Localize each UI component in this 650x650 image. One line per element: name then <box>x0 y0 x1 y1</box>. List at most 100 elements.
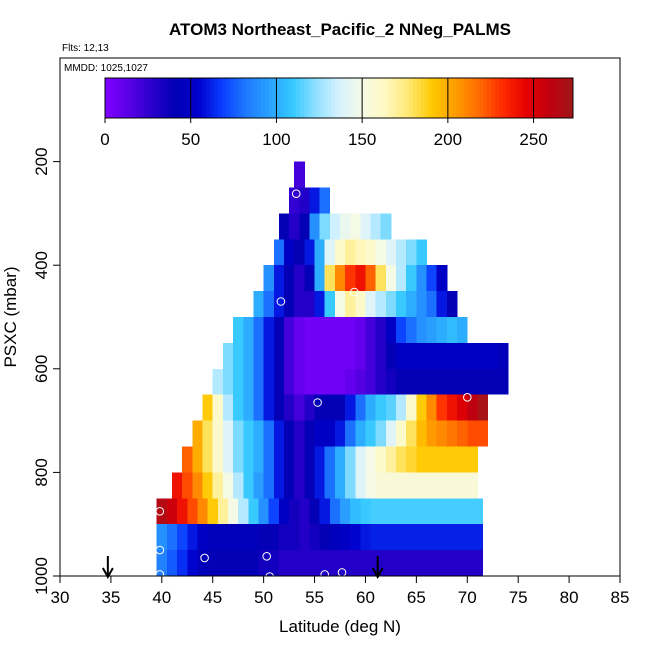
x-tick-label: 30 <box>51 588 70 607</box>
heat-cell <box>375 394 387 421</box>
x-tick-label: 35 <box>101 588 120 607</box>
colorbar-swatch <box>459 78 465 118</box>
heat-cell <box>472 524 483 551</box>
heat-cell <box>284 472 295 499</box>
heat-cell <box>289 187 300 214</box>
heat-cell <box>375 265 387 292</box>
measurement-point <box>155 507 165 516</box>
heat-cell <box>436 265 448 292</box>
x-tick-label: 45 <box>203 588 222 607</box>
heat-cell <box>182 446 193 473</box>
heat-cell <box>299 498 310 525</box>
heat-cell <box>334 239 346 266</box>
heat-cell <box>421 524 433 551</box>
heat-cell <box>340 524 351 551</box>
heat-cell <box>197 524 209 551</box>
heat-cell <box>248 524 259 551</box>
heat-cell <box>355 265 366 292</box>
heat-cell <box>304 291 315 317</box>
heat-cell <box>253 368 265 395</box>
heat-cell <box>426 342 438 369</box>
heat-cell <box>406 368 417 395</box>
heat-cell <box>350 498 361 525</box>
heat-cell <box>452 550 463 576</box>
colorbar-swatch <box>108 78 114 118</box>
heat-cell <box>284 342 295 369</box>
heat-cell <box>441 498 453 525</box>
heat-cell <box>212 446 224 473</box>
heat-cell <box>309 524 321 551</box>
heat-cell <box>370 524 382 551</box>
heat-cell <box>421 550 433 576</box>
colorbar-swatch <box>272 78 277 118</box>
heat-cell <box>212 420 224 447</box>
heat-cell <box>156 524 168 551</box>
colorbar-swatch <box>405 78 410 118</box>
colorbar-swatch <box>147 78 153 118</box>
x-tick-label: 40 <box>152 588 171 607</box>
colorbar-swatch <box>378 78 383 118</box>
heat-cell <box>319 213 331 240</box>
heat-cell <box>385 317 397 343</box>
heat-cell <box>406 420 417 447</box>
heat-cell <box>233 420 244 447</box>
heat-cell <box>309 498 321 525</box>
colorbar-swatch <box>409 78 414 118</box>
heat-cell <box>197 550 209 576</box>
colorbar-swatch <box>307 78 312 118</box>
heat-cell <box>304 239 315 266</box>
heat-cell <box>457 446 468 473</box>
heat-cell <box>340 213 351 240</box>
colorbar-swatch <box>428 78 433 118</box>
heat-cell <box>467 446 478 473</box>
heat-cell <box>396 420 407 447</box>
heat-cell <box>172 472 183 499</box>
heat-cell <box>319 187 331 214</box>
heat-cell <box>411 498 422 525</box>
heat-cell <box>380 550 392 576</box>
heat-cell <box>334 446 346 473</box>
heat-cell <box>207 498 219 525</box>
colorbar-swatch <box>261 78 266 118</box>
heat-cell <box>299 524 310 551</box>
colorbar-swatch <box>370 78 375 118</box>
heat-cell <box>421 498 433 525</box>
colorbar-swatch <box>498 78 504 118</box>
heat-cell <box>365 368 377 395</box>
heat-cell <box>319 550 331 576</box>
colorbar-swatch <box>315 78 320 118</box>
colorbar-swatch <box>249 78 254 118</box>
colorbar-swatch <box>397 78 402 118</box>
x-tick-label: 60 <box>356 588 375 607</box>
heat-cell <box>309 213 321 240</box>
colorbar-swatch <box>448 78 453 118</box>
heat-cell <box>314 420 326 447</box>
heat-cell <box>202 472 214 499</box>
y-tick-label: 400 <box>32 251 51 279</box>
heat-cell <box>355 291 366 317</box>
heat-cell <box>334 291 346 317</box>
heat-cell <box>309 187 321 214</box>
heat-cell <box>355 420 366 447</box>
heat-cell <box>477 342 489 369</box>
heat-cell <box>452 524 463 551</box>
heat-cell <box>365 342 377 369</box>
heat-cell <box>207 524 219 551</box>
measurement-point <box>291 189 301 198</box>
heat-cell <box>375 472 387 499</box>
heat-cell <box>462 550 473 576</box>
heat-cell <box>406 342 417 369</box>
heat-cell <box>273 239 285 266</box>
colorbar-swatch <box>483 78 488 118</box>
colorbar-swatch <box>545 78 550 118</box>
colorbar-swatch <box>526 78 531 118</box>
colorbar-swatch <box>116 78 121 118</box>
heat-cell <box>253 291 265 317</box>
heat-cell <box>472 498 483 525</box>
colorbar-swatch <box>479 78 484 118</box>
colorbar-swatch <box>163 78 168 118</box>
heat-cell <box>370 550 382 576</box>
colorbar-swatch <box>354 78 359 118</box>
heat-cell <box>385 420 397 447</box>
measurement-point <box>559 346 569 356</box>
